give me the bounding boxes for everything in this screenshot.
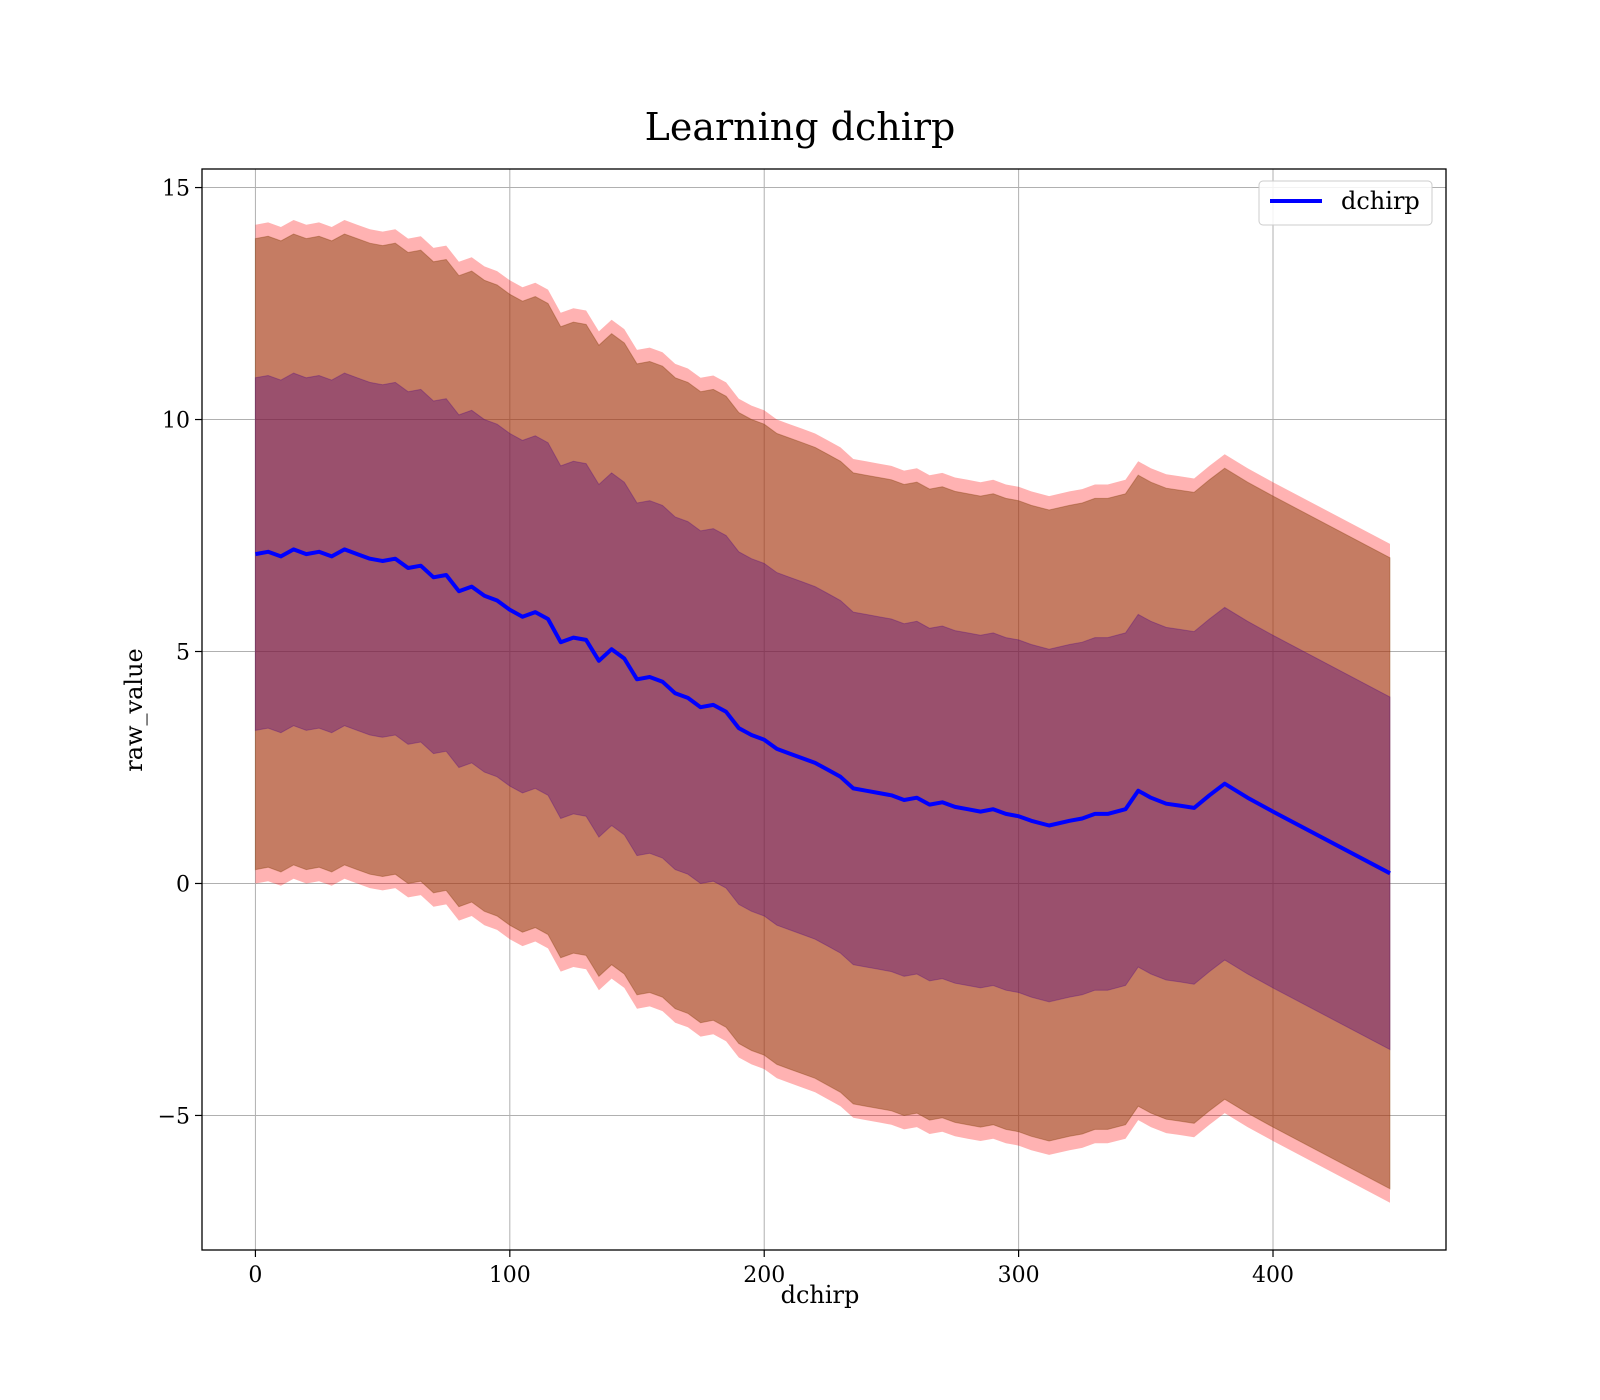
legend: dchirp: [1258, 180, 1433, 226]
middle-band: [254, 233, 1391, 1190]
y-tick-label: −5: [158, 1104, 190, 1129]
confidence-bands: [254, 220, 1391, 1203]
y-tick-label: 15: [162, 177, 190, 202]
x-axis-label: dchirp: [781, 1281, 860, 1309]
y-tick-label: 0: [176, 872, 190, 897]
plot-frame: [201, 168, 1447, 1251]
x-tick-label: 200: [743, 1263, 785, 1288]
legend-box: [1258, 180, 1433, 226]
mean-line-layer: [255, 547, 1391, 876]
chart-title: Learning dchirp: [645, 105, 956, 149]
x-tick-label: 300: [998, 1263, 1040, 1288]
y-axis-ticks: −5 0 5 10 15: [158, 177, 202, 1129]
x-axis-ticks: 0 100 200 300 400: [248, 1250, 1294, 1288]
x-tick-label: 0: [248, 1263, 262, 1288]
x-tick-label: 400: [1252, 1263, 1294, 1288]
legend-label: dchirp: [1341, 187, 1420, 215]
plot-area: [201, 168, 1447, 1251]
inner-band: [254, 372, 1391, 1051]
y-tick-label: 10: [162, 409, 190, 434]
y-axis-label: raw_value: [120, 648, 148, 772]
x-tick-label: 100: [489, 1263, 531, 1288]
mean-line: [255, 547, 1391, 876]
y-tick-label: 5: [176, 641, 190, 666]
